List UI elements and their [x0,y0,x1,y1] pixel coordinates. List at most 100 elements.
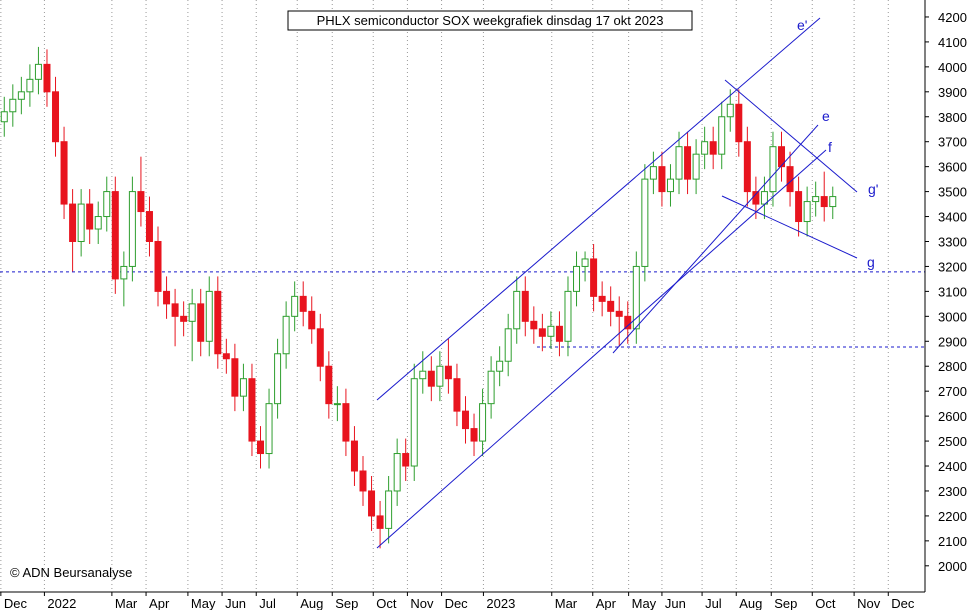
y-tick-label: 2600 [938,409,967,424]
candle-body [299,295,307,312]
candle-body [573,265,581,292]
candle-body [419,370,427,380]
x-tick-label: 2023 [486,596,515,610]
x-tick-label: Jun [225,596,246,610]
candle-body [282,315,290,355]
candle-body [385,490,393,529]
candle-body [684,146,692,180]
candle-body [9,98,17,113]
candle-body [197,303,205,342]
candle-body [590,258,598,297]
credit: © ADN Beursanalyse [10,565,132,580]
candle-body [77,203,85,242]
annotation: g' [868,181,878,197]
trendline [376,149,827,549]
candle-body [461,410,469,430]
candle-body [368,490,376,517]
candle-body [521,290,529,322]
y-tick-label: 3800 [938,110,967,125]
x-tick-label: Oct [815,596,836,610]
y-tick-label: 3100 [938,284,967,299]
candle-body [325,365,333,405]
x-tick-label: Aug [739,596,762,610]
candle-body [103,191,111,218]
candle-body [163,290,171,305]
trendline [612,124,819,354]
axis-panel [925,0,980,610]
x-tick-label: May [191,596,216,610]
candle-body [820,196,828,208]
candle-body [598,295,606,302]
y-tick-label: 2800 [938,359,967,374]
candle-body [555,325,563,342]
candle-body [803,201,811,223]
candle-body [359,470,367,492]
candle-body [0,111,8,123]
candle-body [86,203,94,230]
candle-body [538,328,546,337]
candle-body [52,91,60,143]
candle-body [60,141,68,205]
candle-body [69,203,77,242]
candle-body [487,370,495,405]
y-tick-label: 3200 [938,259,967,274]
candle-body [504,328,512,362]
y-tick-label: 4100 [938,35,967,50]
annotation: e [822,108,830,124]
candle-body [581,258,589,267]
chart-title: PHLX semiconductor SOX weekgrafiek dinsd… [317,13,664,28]
candle-body [436,365,444,387]
candle-body [666,178,674,193]
candle-body [222,353,230,360]
candle-body [120,265,128,280]
x-tick-label: Mar [115,596,138,610]
x-tick-label: Dec [891,596,915,610]
candle-body [265,403,273,455]
candle-body [615,310,623,317]
annotation: f [828,139,832,155]
y-tick-label: 3600 [938,160,967,175]
candle-body [239,378,247,397]
candle-body [274,353,282,405]
x-tick-label: Oct [376,596,397,610]
candle-body [470,428,478,442]
y-tick-label: 3300 [938,234,967,249]
axis-panel [0,592,980,610]
x-tick-label: May [632,596,657,610]
candle-body [692,153,700,180]
candle-body [479,403,487,442]
candle-body [649,166,657,180]
candle-body [795,191,803,223]
x-tick-label: Mar [555,596,578,610]
candle-body [94,216,102,230]
candle-body [308,310,316,330]
candle-body [675,146,683,180]
candle-body [26,78,34,93]
candle-body [137,191,145,213]
x-tick-label: Sep [335,596,358,610]
candle-body [205,290,213,342]
candle-body [513,290,521,330]
y-tick-label: 2700 [938,384,967,399]
candle-body [188,303,196,322]
candle-body [111,191,119,280]
candle-body [231,358,239,397]
candle-body [17,91,25,100]
candle-body [34,63,42,80]
y-tick-label: 2200 [938,509,967,524]
candle-body [376,515,384,529]
x-tick-label: Jun [665,596,686,610]
candle-body [43,63,51,93]
candle-body [410,378,418,467]
x-tick-label: Apr [596,596,617,610]
candle-body [291,295,299,317]
trendline [376,17,821,401]
y-tick-label: 3500 [938,185,967,200]
candle-body [786,166,794,193]
y-tick-label: 4200 [938,10,967,25]
y-tick-label: 2300 [938,484,967,499]
candle-body [427,370,435,387]
candle-body [333,403,341,406]
